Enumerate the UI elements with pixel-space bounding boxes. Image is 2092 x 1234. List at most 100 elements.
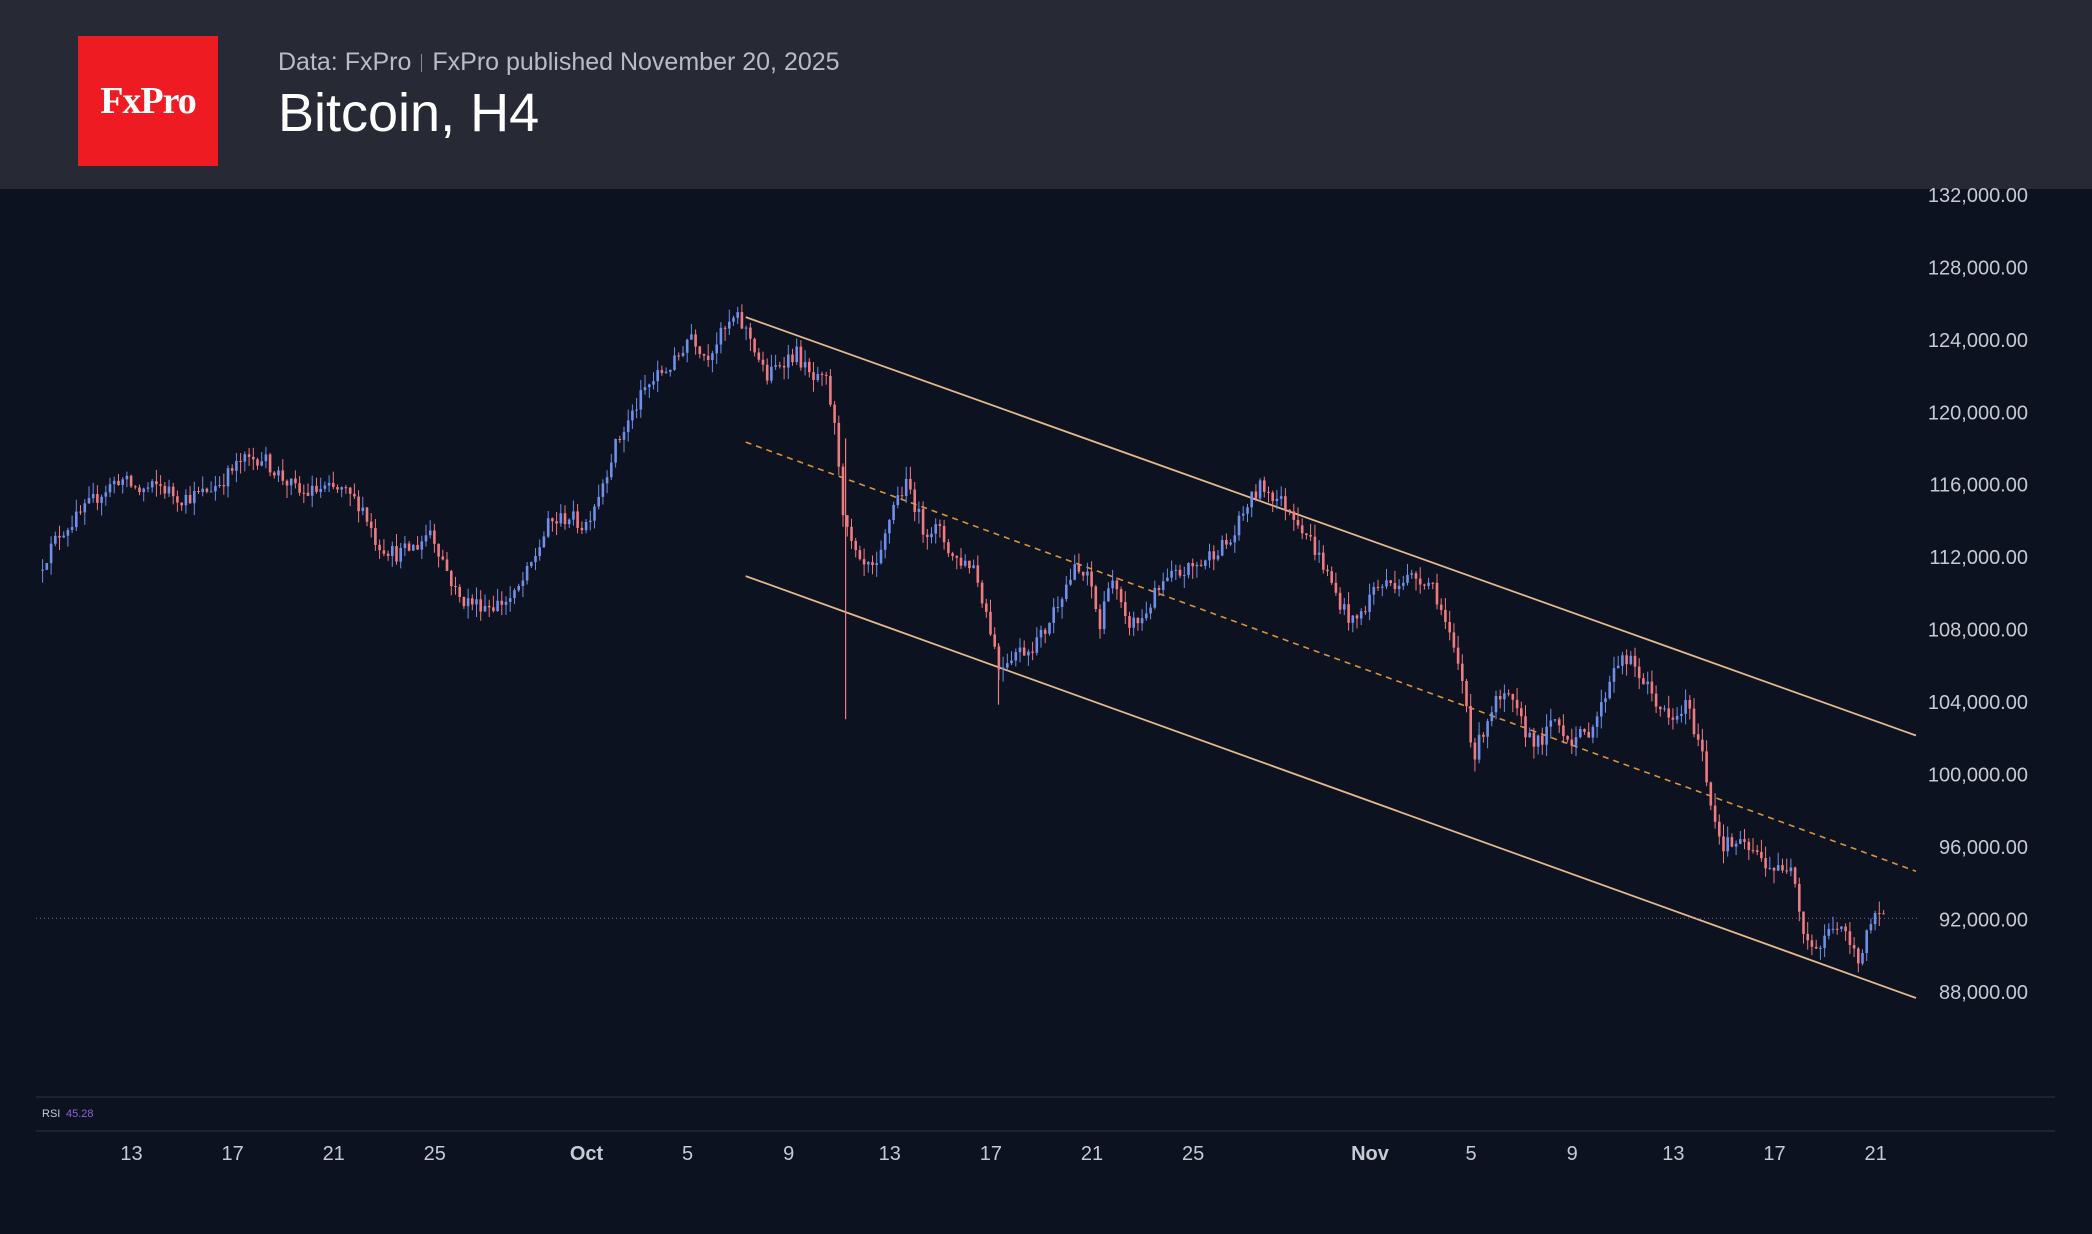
candle-body <box>403 543 407 548</box>
candle-body <box>824 374 828 376</box>
day-tick-label: 13 <box>879 1143 901 1165</box>
price-tick-label: 112,000.00 <box>1929 547 2028 569</box>
candle-body <box>1747 841 1751 851</box>
candle-body <box>841 466 845 516</box>
candle-body <box>534 556 537 563</box>
channel-upper-line <box>745 316 1917 737</box>
candle-body <box>1861 953 1864 964</box>
candle-body <box>1663 708 1666 710</box>
candle-body <box>1444 609 1447 622</box>
day-tick-label: 21 <box>323 1143 345 1165</box>
candle-body <box>993 634 996 647</box>
candle-body <box>285 480 289 486</box>
rsi-pane: RSI 45.28 <box>42 1108 94 1120</box>
data-source: Data: FxPro <box>278 48 412 76</box>
candle-body <box>1275 498 1279 501</box>
candle-body <box>306 492 310 496</box>
month-tick-label: Oct <box>570 1143 604 1165</box>
candle-body <box>1271 492 1274 502</box>
candle-body <box>1393 583 1397 590</box>
candle-body <box>87 498 91 504</box>
candle-body <box>1056 606 1060 608</box>
candle-body <box>112 480 116 485</box>
candle-body <box>1178 569 1182 576</box>
candle-body <box>690 334 693 340</box>
candle-body <box>264 454 268 462</box>
candle-body <box>121 479 124 485</box>
candle-body <box>412 544 415 551</box>
candle-body <box>1204 560 1207 566</box>
candle-body <box>91 494 95 499</box>
candle-body <box>180 502 183 506</box>
price-tick-label: 88,000.00 <box>1939 982 2028 1004</box>
candle-body <box>1027 651 1030 656</box>
candle-body <box>163 485 167 494</box>
candle-body <box>450 570 453 586</box>
candle-body <box>201 488 204 493</box>
candle-body <box>458 586 461 597</box>
candle-body <box>1355 615 1359 619</box>
candle-body <box>361 507 365 512</box>
candle-body <box>1414 573 1418 579</box>
candle-body <box>795 346 798 362</box>
candle-body <box>277 470 280 476</box>
price-tick-label: 108,000.00 <box>1928 620 2028 642</box>
candle-body <box>1667 708 1670 718</box>
candle-body <box>1844 926 1847 932</box>
candle-body <box>1718 821 1721 837</box>
candle-body <box>829 375 832 405</box>
candle-body <box>348 487 352 494</box>
candle-body <box>399 548 402 562</box>
candle-body <box>1541 735 1544 745</box>
candle-body <box>1279 496 1283 499</box>
candle-body <box>1553 719 1557 721</box>
candle-body <box>1389 580 1392 583</box>
candle-body <box>100 496 103 503</box>
candle-body <box>386 553 390 556</box>
day-tick-label: 21 <box>1864 1143 1886 1165</box>
candle-body <box>947 542 950 554</box>
candle-body <box>1317 552 1321 555</box>
candle-body <box>129 475 133 487</box>
candle-body <box>188 494 192 504</box>
price-tick-label: 116,000.00 <box>1929 475 2028 497</box>
candle-body <box>1090 571 1093 587</box>
candle-body <box>614 439 617 463</box>
candle-body <box>1507 693 1510 695</box>
candle-body <box>1532 732 1536 747</box>
candle-body <box>765 364 769 381</box>
candle-body <box>462 597 466 607</box>
candle-body <box>858 550 862 560</box>
candle-body <box>357 496 360 512</box>
channel-lower-line <box>745 575 1917 999</box>
candle-body <box>605 477 609 484</box>
candle-body <box>1469 706 1472 743</box>
candle-body <box>159 484 162 486</box>
candle-body <box>252 456 255 460</box>
day-tick-label: 17 <box>980 1143 1002 1165</box>
candle-body <box>837 422 841 467</box>
candle-body <box>572 511 575 520</box>
candle-body <box>1621 655 1624 666</box>
candle-body <box>1149 607 1152 614</box>
candle-body <box>1161 581 1165 590</box>
candle-body <box>1743 839 1746 842</box>
candle-body <box>1461 663 1464 681</box>
candle-body <box>913 489 916 512</box>
candle-body <box>930 533 933 538</box>
candle-body <box>1696 734 1700 740</box>
fxpro-logo[interactable]: FxPro <box>78 36 218 166</box>
candle-body <box>567 519 571 525</box>
candle-body <box>1039 629 1043 638</box>
day-tick-label: 13 <box>120 1143 142 1165</box>
candle-body <box>896 495 900 505</box>
candle-body <box>761 359 765 365</box>
candle-body <box>719 327 723 345</box>
candle-body <box>315 485 318 492</box>
candle-body <box>1557 719 1561 726</box>
candle-body <box>1642 678 1645 685</box>
candle-body <box>1574 737 1578 746</box>
candle-body <box>972 565 975 569</box>
candle-body <box>327 482 331 486</box>
